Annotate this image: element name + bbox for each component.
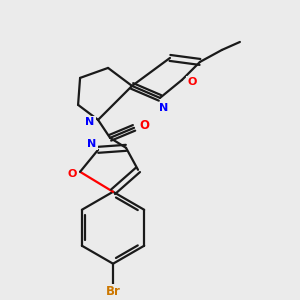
Text: N: N: [87, 139, 97, 149]
Text: Br: Br: [106, 285, 121, 298]
Text: N: N: [159, 103, 169, 113]
Text: O: O: [68, 169, 77, 179]
Text: O: O: [187, 77, 196, 87]
Text: N: N: [85, 117, 95, 127]
Text: O: O: [139, 119, 149, 132]
